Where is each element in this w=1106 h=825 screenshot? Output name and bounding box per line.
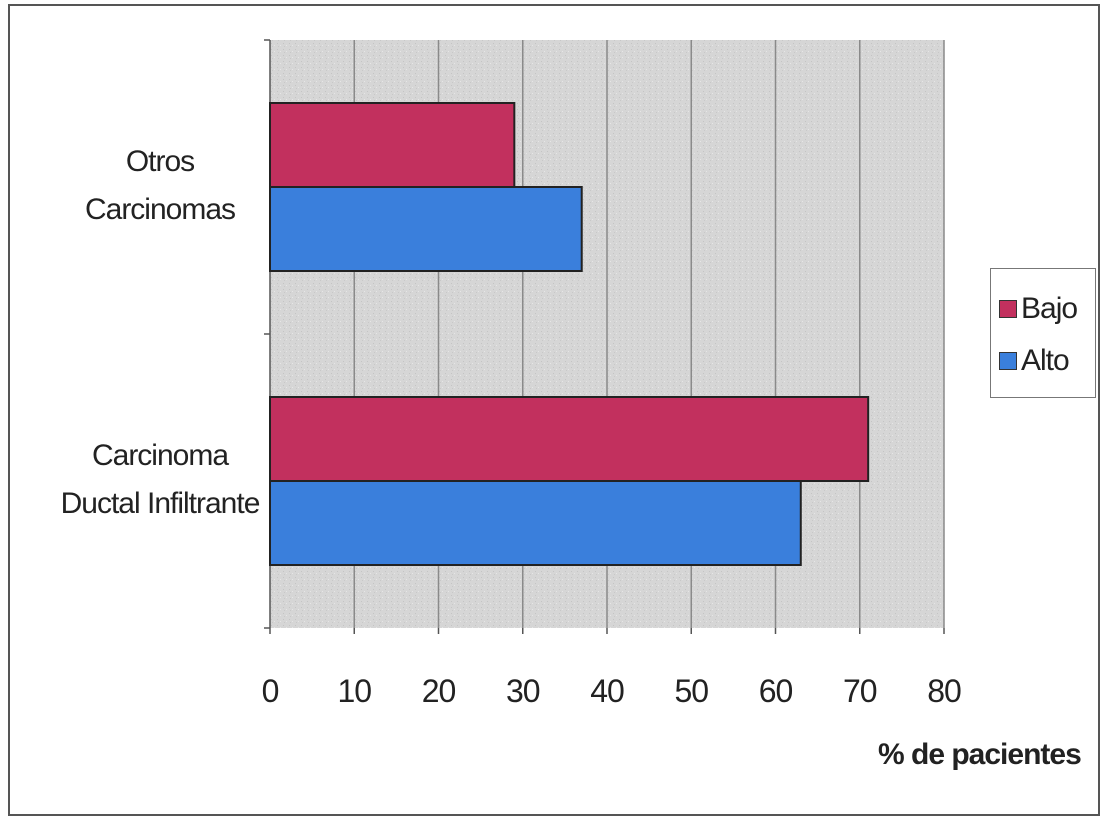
x-tick-label-50: 50 [674, 673, 708, 709]
x-tick-label-60: 60 [759, 673, 793, 709]
x-tick-label-10: 10 [337, 673, 371, 709]
category-label-1-line-0: Otros [126, 145, 194, 178]
legend-swatch-alto [999, 352, 1017, 370]
legend-label-bajo: Bajo [1021, 292, 1078, 325]
x-tick-label-40: 40 [590, 673, 624, 709]
bar-bajo-1 [269, 102, 516, 188]
legend-label-alto: Alto [1021, 344, 1070, 377]
x-tick-label-30: 30 [506, 673, 540, 709]
category-label-1-line-1: Carcinomas [85, 193, 235, 226]
x-tick-label-0: 0 [262, 673, 279, 709]
legend-item-alto: Alto [999, 335, 1095, 387]
bar-alto-1 [269, 186, 583, 272]
category-label-0-line-0: Carcinoma [92, 439, 229, 472]
x-axis-label: % de pacientes [878, 738, 1082, 771]
x-tick-label-70: 70 [843, 673, 877, 709]
x-tick-label-20: 20 [422, 673, 456, 709]
bar-bajo-0 [269, 396, 870, 482]
category-label-0-line-1: Ductal Infiltrante [61, 487, 260, 520]
legend-item-bajo: Bajo [999, 283, 1095, 335]
legend: Bajo Alto [990, 268, 1096, 398]
bar-alto-0 [269, 480, 802, 566]
legend-swatch-bajo [999, 300, 1017, 318]
x-tick-label-80: 80 [927, 673, 961, 709]
